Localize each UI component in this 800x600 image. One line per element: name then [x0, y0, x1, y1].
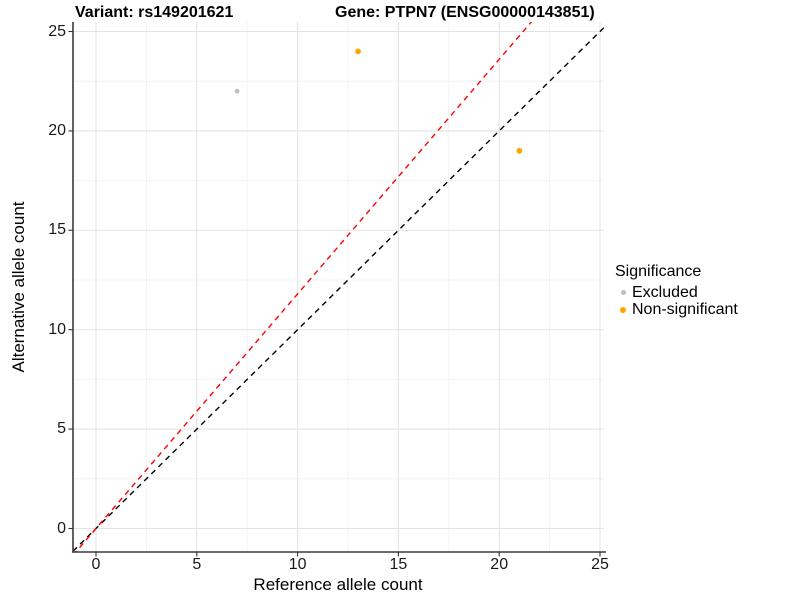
data-point — [234, 88, 240, 94]
x-tick-label: 5 — [192, 556, 202, 573]
plot-title-gene: Gene: PTPN7 (ENSG00000143851) — [335, 4, 595, 21]
legend-item: Excluded — [615, 284, 738, 301]
legend-key — [615, 306, 631, 313]
legend-dot-icon — [620, 306, 626, 313]
y-tick-label: 25 — [48, 22, 66, 40]
y-tick-label: 5 — [57, 420, 66, 438]
legend-title: Significance — [615, 263, 702, 280]
legend-key — [615, 290, 631, 295]
x-tick-label: 25 — [591, 556, 609, 573]
x-tick-label: 20 — [490, 556, 509, 573]
identity-line — [73, 27, 604, 552]
legend-item-label: Excluded — [632, 283, 698, 301]
x-tick-label: 15 — [389, 556, 408, 573]
y-tick-label: 20 — [48, 121, 66, 139]
x-tick-label: 0 — [91, 556, 101, 573]
x-axis-title: Reference allele count — [253, 575, 423, 594]
legend-items: Excluded Non-significant — [615, 284, 738, 318]
legend: Significance Excluded Non-significant — [615, 263, 738, 318]
data-point — [355, 48, 361, 55]
y-tick-label: 0 — [57, 519, 66, 537]
y-tick-label: 15 — [48, 221, 66, 239]
legend-item-label: Non-significant — [632, 300, 738, 318]
legend-dot-icon — [620, 290, 626, 295]
y-tick-label: 10 — [48, 320, 66, 338]
data-point — [516, 147, 523, 154]
y-axis-title: Alternative allele count — [9, 201, 28, 373]
legend-item: Non-significant — [615, 301, 738, 318]
x-tick-label: 10 — [288, 556, 307, 573]
plot-title-variant: Variant: rs149201621 — [75, 4, 234, 21]
